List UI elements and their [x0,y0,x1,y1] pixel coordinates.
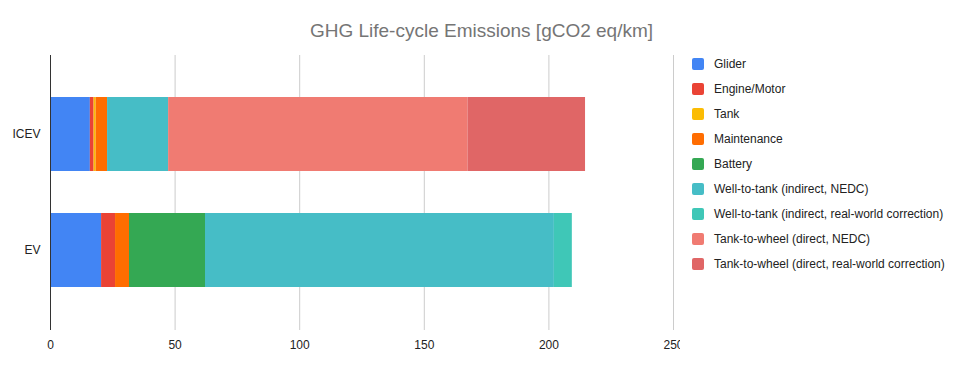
svg-text:ICEV: ICEV [12,127,40,141]
html-text:Glider: Glider [714,56,746,71]
svg-text:EV: EV [24,243,40,257]
html-text:Engine/Motor: Engine/Motor [714,81,786,96]
html-text:Battery: Battery [714,156,752,171]
html-text:Tank-to-wheel (direct, NEDC): Tank-to-wheel (direct, NEDC) [714,231,870,246]
svg-text:50: 50 [168,338,182,352]
svg-text:150: 150 [414,338,434,352]
svg-text:200: 200 [539,338,559,352]
html-text:Tank-to-wheel (direct, real-wo: Tank-to-wheel (direct, real-world correc… [714,256,945,271]
html-text:Maintenance: Maintenance [714,131,783,146]
svg-text:250: 250 [663,338,680,352]
html-text:Tank: Tank [714,106,740,121]
html-text:GHG Life-cycle Emissions [gCO2: GHG Life-cycle Emissions [gCO2 eq/km] [309,20,654,41]
html-text:Well-to-tank (indirect, real-w: Well-to-tank (indirect, real-world corre… [714,206,944,221]
svg-text:0: 0 [47,338,54,352]
html-text:Well-to-tank (indirect, NEDC): Well-to-tank (indirect, NEDC) [714,181,869,196]
svg-text:100: 100 [290,338,310,352]
